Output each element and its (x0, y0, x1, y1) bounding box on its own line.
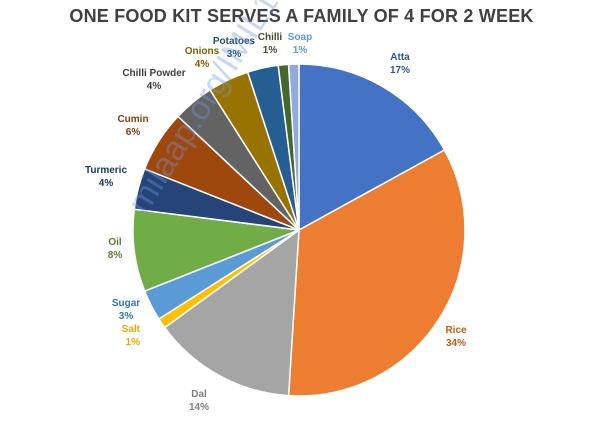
slice-label-atta: Atta (390, 52, 410, 63)
slice-label-turmeric: Turmeric (85, 165, 127, 176)
slice-label-sugar: Sugar (112, 298, 140, 309)
slice-label-oil: Oil (108, 237, 122, 248)
slice-value-potatoes: 3% (227, 49, 242, 60)
pie-slice-dal (163, 228, 300, 397)
chart-title: ONE FOOD KIT SERVES A FAMILY OF 4 FOR 2 … (69, 6, 534, 26)
slice-value-sugar: 3% (119, 311, 134, 322)
slice-value-soap: 1% (293, 45, 308, 56)
slice-value-chilli-powder: 4% (147, 81, 162, 92)
slice-label-cumin: Cumin (117, 114, 148, 125)
slice-label-chilli-powder: Chilli Powder (122, 68, 185, 79)
slice-label-dal: Dal (191, 389, 207, 400)
slice-value-dal: 14% (189, 402, 209, 413)
slice-label-chilli: Chilli (258, 32, 283, 43)
slice-label-salt: Salt (122, 324, 141, 335)
slice-value-turmeric: 4% (99, 178, 114, 189)
slice-label-rice: Rice (445, 325, 467, 336)
slice-label-onions: Onions (185, 46, 220, 57)
slice-value-cumin: 6% (126, 127, 141, 138)
pie-slice-rice (287, 149, 466, 397)
slice-value-salt: 1% (126, 337, 141, 348)
pie-slice-soap (287, 63, 300, 231)
slice-value-rice: 34% (446, 338, 466, 349)
slice-value-atta: 17% (390, 65, 410, 76)
slice-value-chilli: 1% (263, 45, 278, 56)
slice-value-onions: 4% (195, 59, 210, 70)
pie-slice-atta (298, 63, 446, 232)
slice-value-oil: 8% (108, 250, 123, 261)
slice-label-soap: Soap (288, 32, 312, 43)
slice-label-potatoes: Potatoes (213, 36, 256, 47)
